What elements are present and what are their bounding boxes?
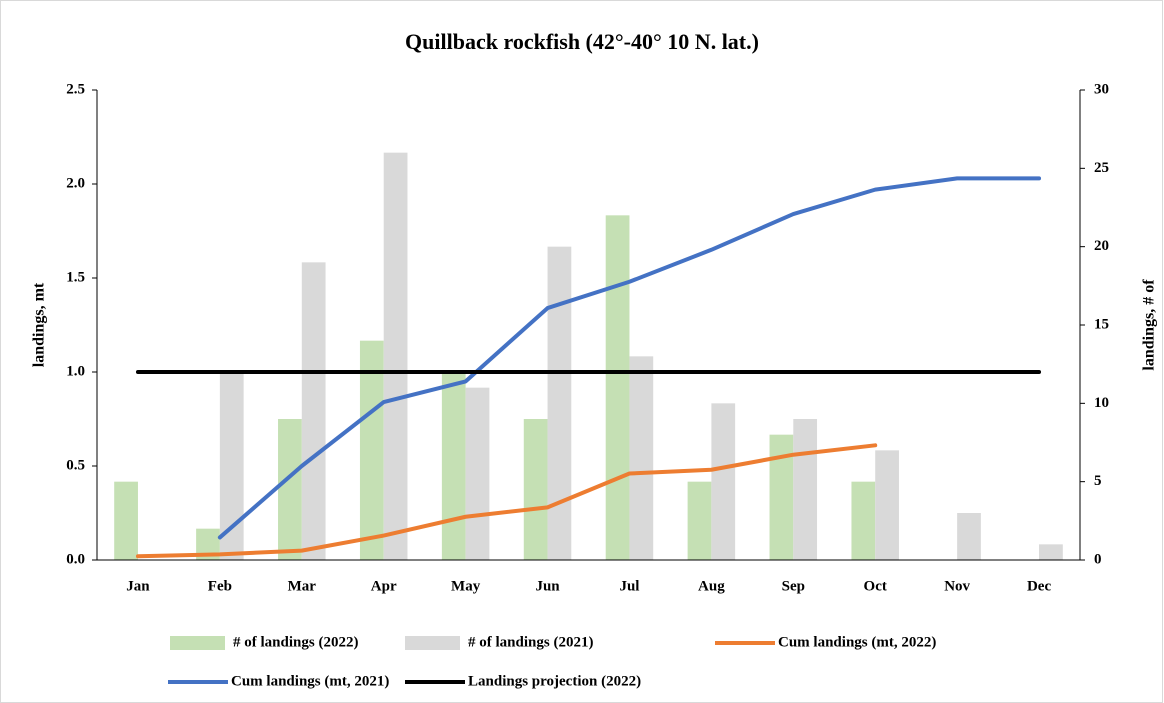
bar — [687, 481, 712, 560]
legend-swatch — [405, 636, 460, 650]
bar — [359, 340, 384, 560]
legend-label: Cum landings (mt, 2022) — [778, 634, 936, 650]
y-tick-label: 2.5 — [66, 81, 85, 97]
bar — [547, 246, 572, 560]
x-tick-label: Nov — [944, 578, 970, 594]
bar — [441, 372, 466, 560]
y-tick-label: 0.0 — [66, 551, 85, 567]
x-tick-label: Aug — [698, 578, 725, 594]
bar — [605, 215, 630, 561]
bar — [793, 419, 818, 560]
y2-tick-label: 15 — [1094, 316, 1109, 332]
y2-tick-label: 0 — [1094, 551, 1102, 567]
x-tick-label: Jun — [535, 578, 560, 594]
y2-tick-label: 30 — [1094, 81, 1109, 97]
legend-swatch — [170, 636, 225, 650]
bar — [383, 152, 408, 560]
y2-tick-label: 10 — [1094, 395, 1109, 411]
bar — [711, 403, 736, 560]
y-tick-label: 2.0 — [66, 175, 85, 191]
y-tick-label: 0.5 — [66, 457, 85, 473]
y2-tick-label: 20 — [1094, 238, 1109, 254]
bar — [219, 372, 244, 560]
chart-title: Quillback rockfish (42°-40° 10 N. lat.) — [405, 29, 759, 54]
x-tick-label: Dec — [1027, 578, 1051, 594]
bar — [875, 450, 899, 560]
x-tick-label: Jul — [619, 578, 639, 594]
y-tick-label: 1.5 — [66, 269, 85, 285]
x-tick-label: Apr — [371, 578, 397, 594]
line-series — [135, 443, 878, 559]
legend-label: # of landings (2022) — [233, 634, 358, 650]
bar — [114, 481, 138, 560]
x-tick-label: Oct — [864, 578, 887, 594]
x-tick-label: Feb — [208, 578, 232, 594]
bar — [1039, 544, 1063, 560]
bar — [957, 513, 981, 560]
x-tick-label: Mar — [288, 578, 317, 594]
x-tick-label: May — [451, 578, 481, 594]
y-tick-label: 1.0 — [66, 363, 85, 379]
bar — [278, 419, 302, 560]
legend-label: Landings projection (2022) — [468, 673, 641, 689]
y2-axis-label: landings, # of — [1141, 279, 1158, 371]
legend-label: # of landings (2021) — [468, 634, 593, 650]
bar — [851, 481, 876, 560]
bar — [523, 419, 548, 560]
bar — [465, 387, 490, 560]
line-series — [217, 176, 1042, 540]
bar — [301, 262, 326, 560]
x-tick-label: Sep — [782, 578, 805, 594]
legend-label: Cum landings (mt, 2021) — [231, 673, 389, 689]
bar — [769, 434, 794, 560]
y2-tick-label: 25 — [1094, 160, 1109, 176]
bar — [196, 528, 220, 560]
y-axis-label: landings, mt — [31, 282, 48, 367]
bar — [629, 356, 654, 560]
x-tick-label: Jan — [126, 578, 150, 594]
y2-tick-label: 5 — [1094, 473, 1102, 489]
